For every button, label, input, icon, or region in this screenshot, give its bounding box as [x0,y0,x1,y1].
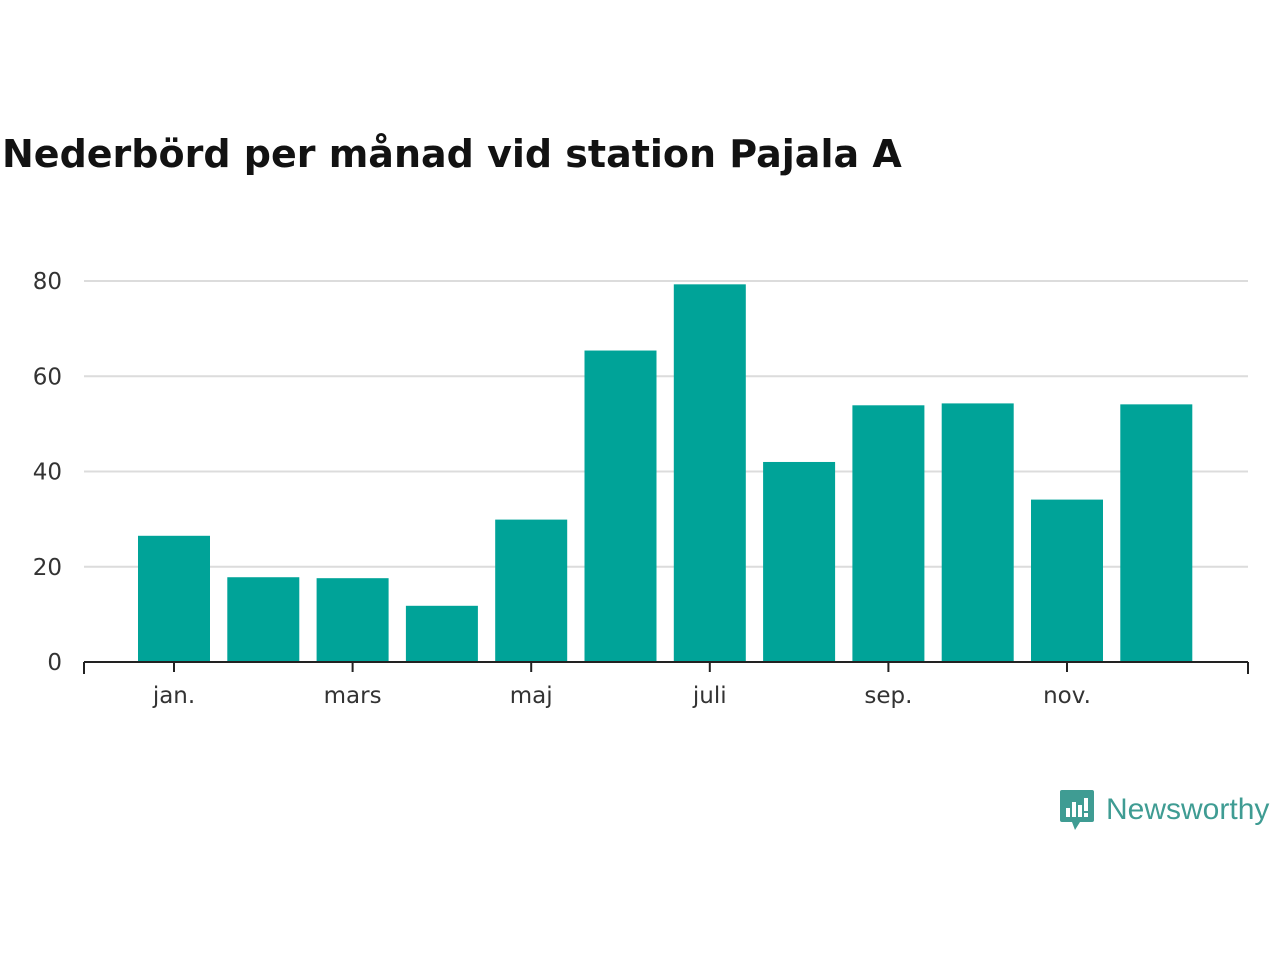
x-tick-label-nov: nov. [1043,683,1091,709]
bar-jan [138,535,210,662]
bar-maj [495,519,568,662]
y-tick-label-60: 60 [33,364,62,390]
bar-mars [316,578,389,662]
newsworthy-logo-icon [1060,790,1094,830]
axes [83,661,1249,674]
x-tick-label-maj: maj [510,683,553,709]
x-tick-label-juli: juli [692,683,727,709]
x-tick-label-jan: jan. [152,683,195,709]
bar-juni [584,350,657,662]
y-tick-label-0: 0 [47,650,62,676]
bar-dec [1120,404,1193,662]
x-tick-labels: jan. mars maj juli sep. nov. [152,683,1091,709]
bar-juli [673,284,746,662]
bar-feb [227,577,300,662]
x-tick-label-mars: mars [324,683,382,709]
bar-sep [852,405,925,662]
bar-april [405,605,478,662]
brand-name: Newsworthy [1106,793,1270,826]
y-tick-label-20: 20 [33,555,62,581]
bar-nov [1031,499,1103,662]
bars [138,284,1193,662]
y-tick-label-40: 40 [33,460,62,486]
bar-aug [763,461,836,662]
brand-logo: Newsworthy [1058,788,1269,832]
x-tick-label-sep: sep. [864,683,912,709]
y-tick-label-80: 80 [33,269,62,295]
y-tick-labels: 0 20 40 60 80 [33,269,62,676]
bar-okt [941,403,1014,662]
chart-title: Nederbörd per månad vid station Pajala A [2,132,902,176]
